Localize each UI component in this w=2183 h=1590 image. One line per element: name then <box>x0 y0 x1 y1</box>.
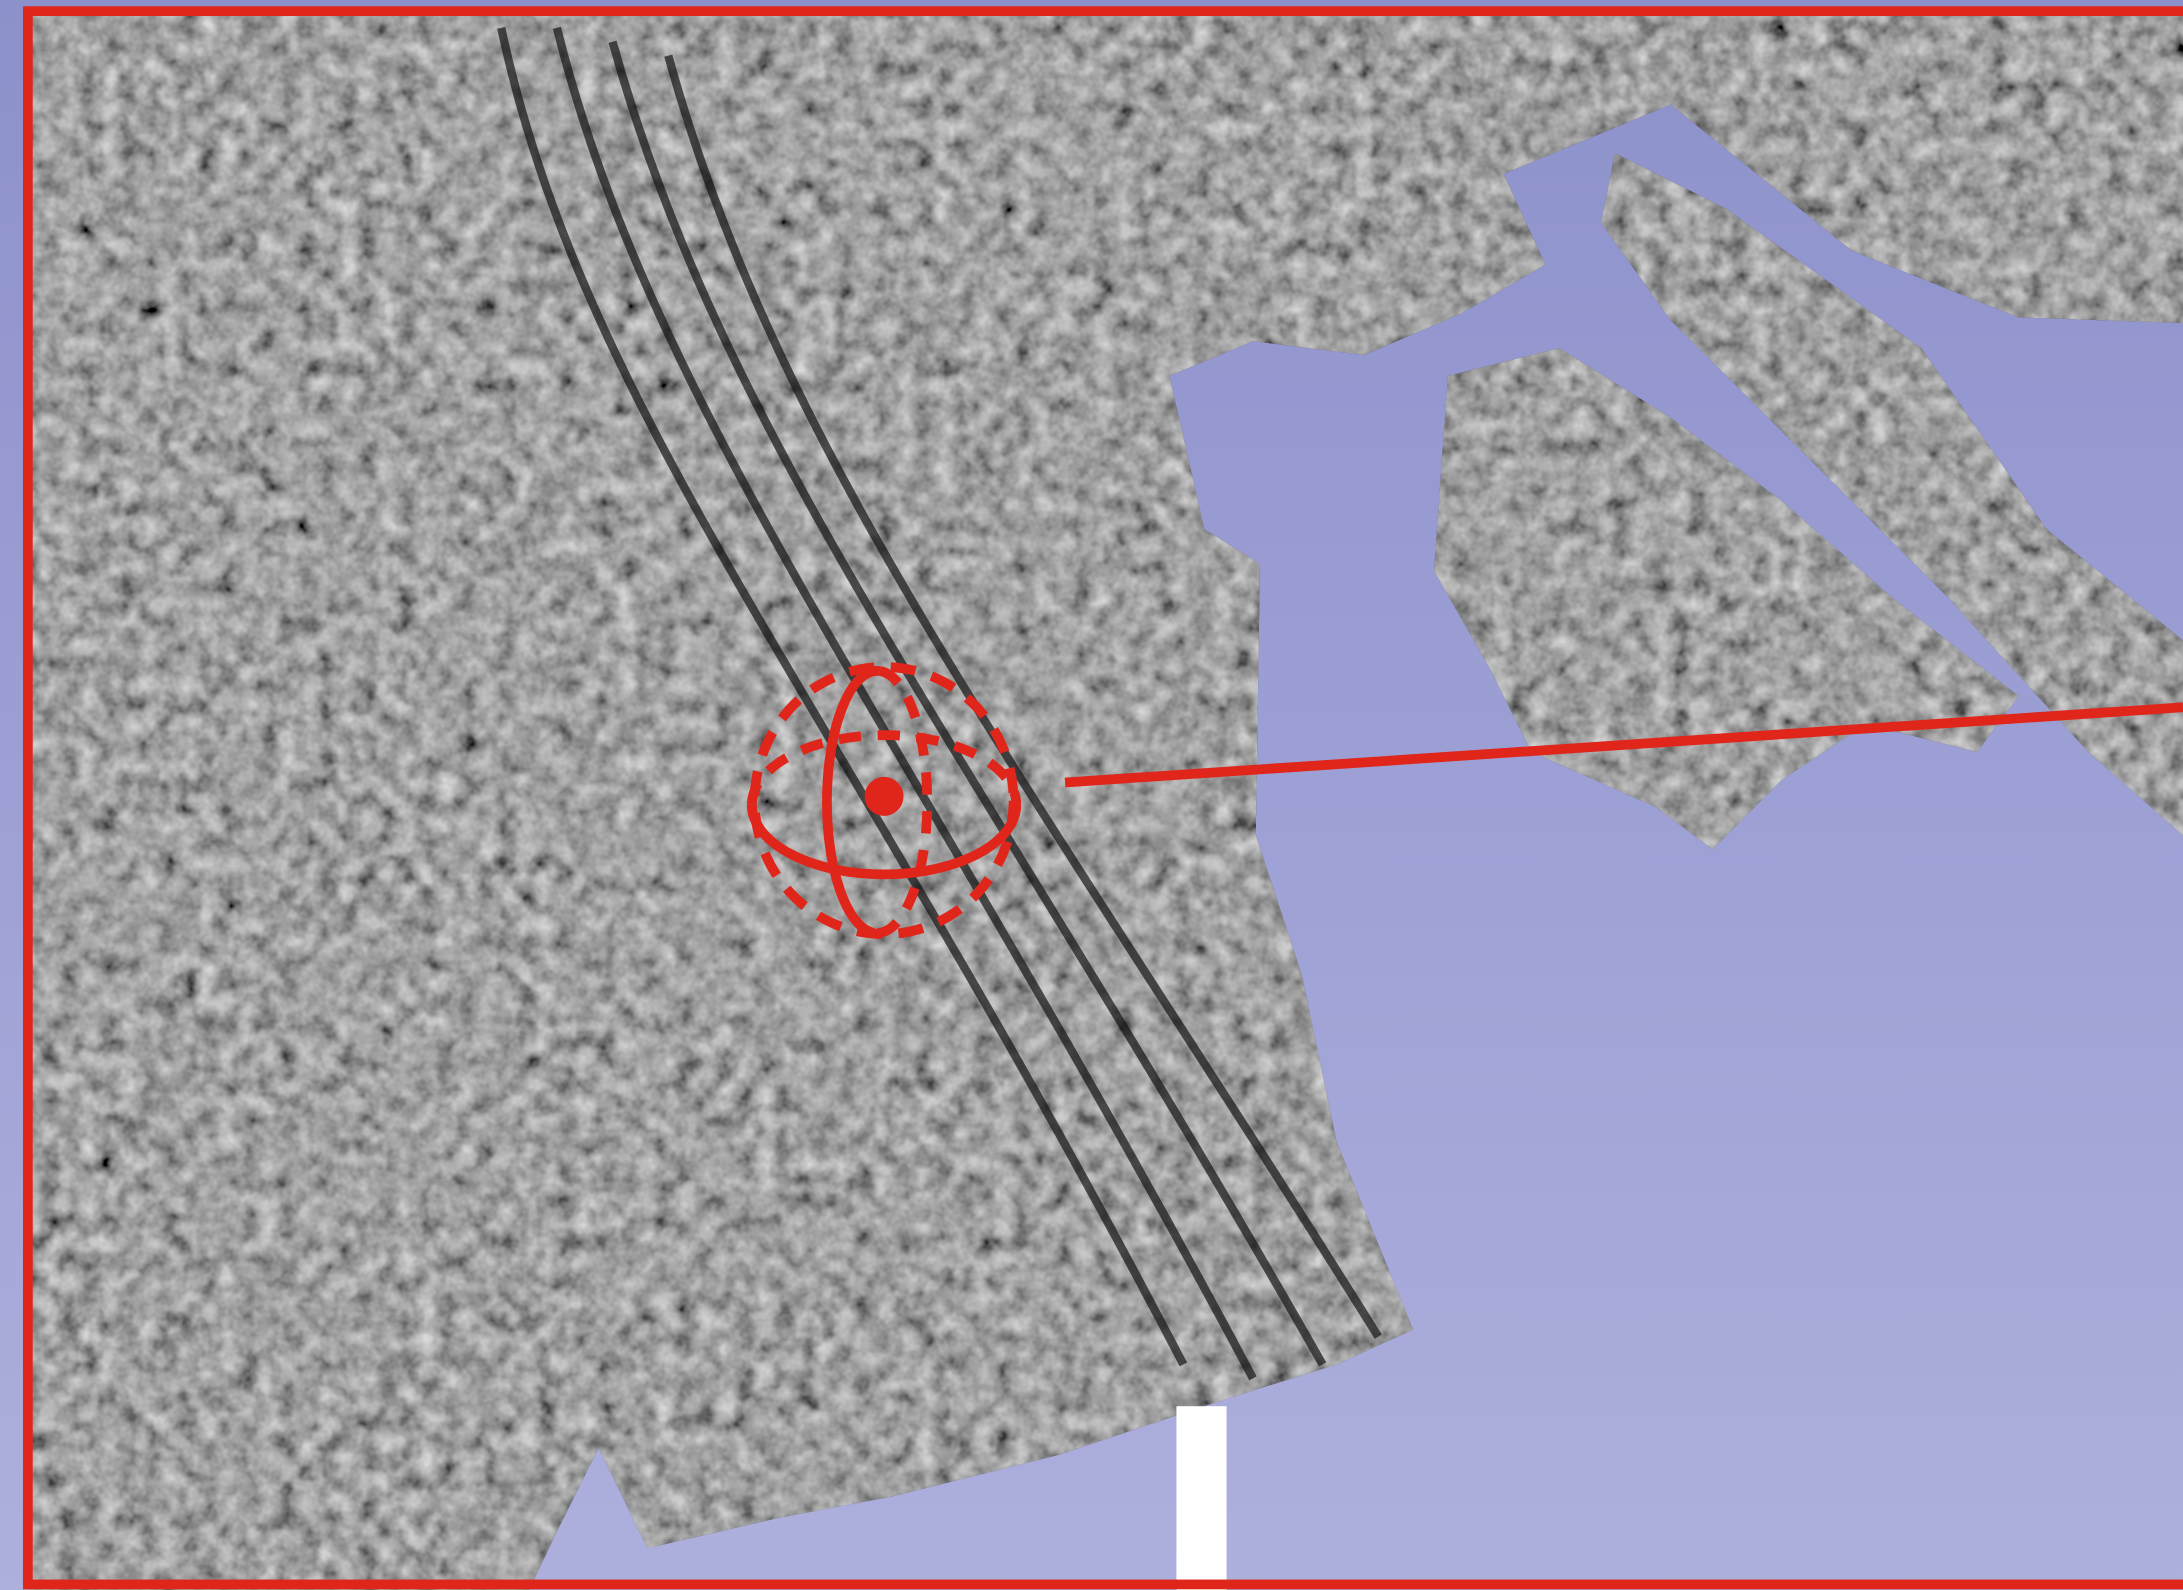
ridges <box>497 26 1382 1381</box>
widget-handle <box>1064 702 2183 788</box>
horizontal-ring-back <box>746 730 1022 805</box>
view-border <box>22 6 2183 1590</box>
horizontal-ring-front <box>746 804 1022 880</box>
widget-center <box>864 776 904 816</box>
vertical-ring-front <box>822 666 881 938</box>
white-bar <box>1176 1406 1227 1590</box>
transform-widget <box>746 662 2183 940</box>
